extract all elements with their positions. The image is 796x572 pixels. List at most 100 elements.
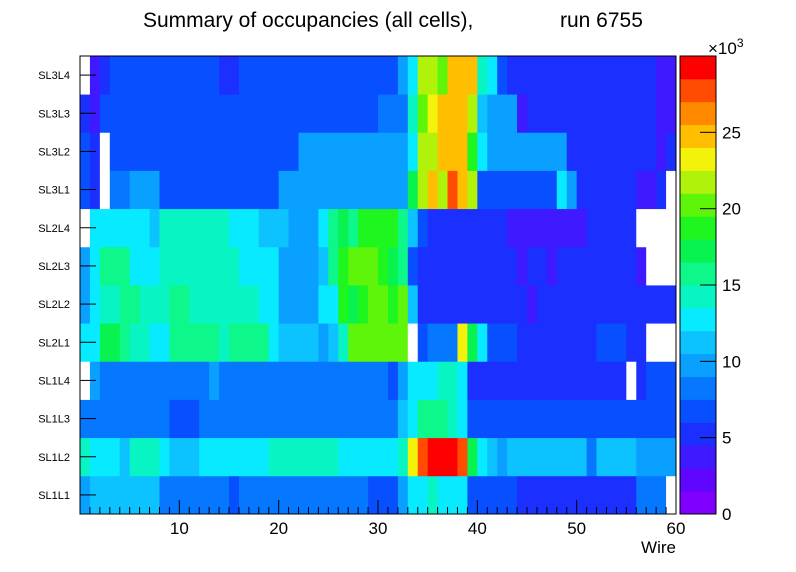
heatmap-cell [536,285,677,324]
palette-tick-label: 20 [722,200,741,219]
chart-title-run: run 6755 [560,9,643,32]
heatmap-cell [397,208,409,248]
heatmap-cell [447,56,458,95]
palette-band [680,216,716,240]
y-tick-label: SL1L1 [38,490,70,502]
heatmap-cell [397,56,409,95]
heatmap-cell [149,285,170,324]
heatmap-cell [159,246,180,286]
heatmap-cell [507,208,578,248]
heatmap-cell [427,323,458,362]
x-tick-label: 30 [369,519,388,538]
heatmap-cell [378,94,409,133]
heatmap-cell [636,208,677,248]
heatmap-cell [348,285,359,324]
heatmap-cell [407,170,419,210]
heatmap-cell [99,246,131,286]
palette-tick-label: 25 [722,123,741,142]
heatmap-cell [397,437,409,477]
heatmap-cell [487,437,498,477]
heatmap-cell [387,208,399,248]
heatmap-cell [407,399,419,439]
heatmap-cell [407,437,419,477]
heatmap-cell [99,285,121,324]
y-tick-label: SL3L3 [38,108,70,120]
heatmap-cell [368,475,399,515]
heatmap-cell [238,246,250,286]
x-tick-label: 50 [567,519,586,538]
y-tick-label: SL3L1 [38,185,70,197]
heatmap-cell [477,437,488,477]
palette-tick-label: 15 [722,276,741,295]
heatmap-cell [636,170,657,210]
heatmap-cell [636,475,667,515]
y-tick-label: SL3L2 [38,146,70,158]
palette-tick-label: 5 [722,429,731,448]
heatmap-cell [467,132,478,171]
heatmap-cell [407,361,438,400]
heatmap-cell [209,361,220,400]
palette-band [680,78,716,103]
heatmap-cell [258,285,280,324]
heatmap-cell [119,285,140,324]
heatmap-cell [467,437,478,477]
heatmap-cell [397,246,409,286]
heatmap-cell [99,323,121,362]
heatmap-cell [437,94,448,133]
heatmap-cell [437,170,448,210]
heatmap-cell [268,323,280,362]
heatmap-cell [387,361,399,400]
heatmap-cell [99,94,111,133]
heatmap-cell [129,437,160,477]
heatmap-cell [308,285,319,324]
heatmap-cell [527,285,538,324]
heatmap-cell [139,285,150,324]
heatmap-cell [467,94,478,133]
heatmap-cell [348,323,409,362]
z-exponent-power: 3 [737,36,744,50]
heatmap-cell [596,437,637,477]
palette-band [680,147,716,171]
heatmap-cell [159,208,230,248]
heatmap-cell [447,94,468,133]
heatmap-cell [397,170,409,210]
heatmap-cell [656,94,677,133]
palette-band [680,491,716,515]
heatmap-cell [338,208,349,248]
heatmap-cell [467,170,478,210]
heatmap-cell [487,132,498,171]
heatmap-cell [109,56,121,95]
heatmap-cell [397,361,409,400]
heatmap-cell [219,323,230,362]
heatmap-cell [457,56,478,95]
heatmap-cell [556,170,568,210]
heatmap-cell [149,208,160,248]
heatmap-cell [169,323,220,362]
heatmap-cell [437,361,458,400]
heatmap-cell [437,475,458,515]
y-tick-label: SL2L1 [38,337,70,349]
heatmap-cell [437,132,448,171]
palette-band [680,262,716,286]
heatmap-cell [467,475,518,515]
heatmap-cell [427,170,438,210]
heatmap-cell [666,132,677,171]
heatmap-cell [139,208,150,248]
x-axis-title: Wire [641,538,676,557]
heatmap-cell [248,246,270,286]
heatmap-cell [318,208,329,248]
heatmap-cell [89,475,160,515]
heatmap-cell [109,170,131,210]
heatmap-cell [407,285,419,324]
heatmap-cell [258,208,289,248]
heatmap-cell [159,437,170,477]
heatmap-cell [179,56,220,95]
heatmap-cell [179,246,240,286]
heatmap-cell [566,246,637,286]
heatmap-cell [149,323,170,362]
heatmap-cell [169,94,200,133]
heatmap-cell [338,285,349,324]
heatmap-cell [656,56,677,95]
heatmap-cell [417,437,429,477]
